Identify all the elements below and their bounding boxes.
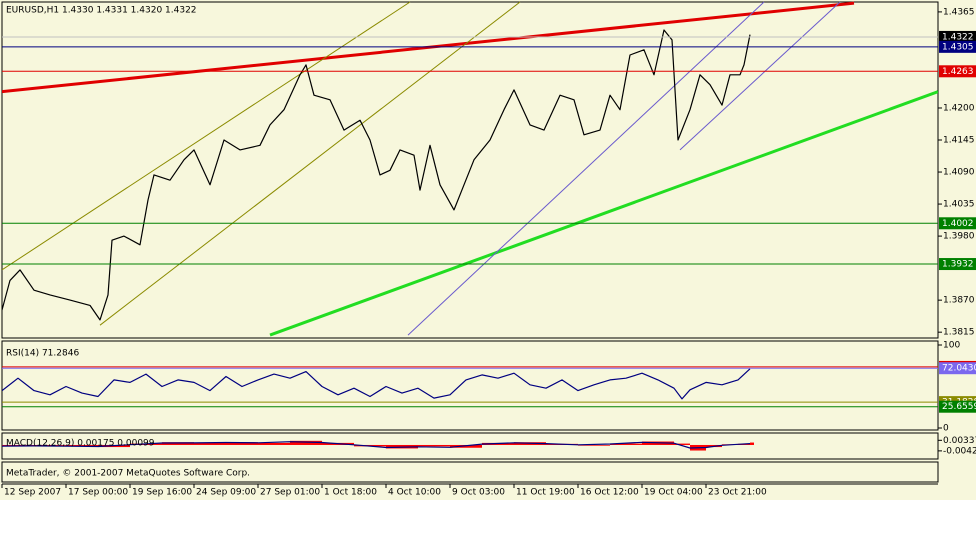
y-tick-label: 1.3815 bbox=[943, 328, 975, 338]
histogram-bar bbox=[418, 444, 450, 447]
price-panel bbox=[1, 1, 939, 339]
histogram-bar bbox=[66, 444, 98, 447]
trend-line bbox=[99, 1, 521, 326]
trend-line bbox=[679, 1, 841, 151]
copyright: MetaTrader, © 2001-2007 MetaQuotes Softw… bbox=[6, 469, 250, 479]
level-label: 1.4002 bbox=[942, 219, 974, 229]
x-tick-label: 4 Oct 10:00 bbox=[388, 488, 441, 498]
histogram-bar bbox=[194, 442, 226, 445]
level-label-box bbox=[939, 400, 976, 413]
x-tick-label: 27 Sep 01:00 bbox=[260, 488, 320, 498]
histogram-bar bbox=[162, 442, 194, 445]
rsi-title: RSI(14) 71.2846 bbox=[6, 349, 79, 359]
series-line bbox=[2, 368, 751, 400]
y-tick-label: 1.4145 bbox=[943, 136, 975, 146]
histogram-bar bbox=[34, 444, 66, 446]
x-tick-label: 9 Oct 03:00 bbox=[452, 488, 505, 498]
y-tick-label: 1.3980 bbox=[943, 232, 975, 242]
level-label-box bbox=[939, 30, 976, 43]
y-tick-label: 0.00337 bbox=[943, 436, 976, 446]
x-tick-label: 24 Sep 09:00 bbox=[196, 488, 256, 498]
level-label: 72.0430 bbox=[942, 364, 976, 374]
price-title: EURUSD,H1 1.4330 1.4331 1.4320 1.4322 bbox=[6, 6, 197, 16]
series-line bbox=[2, 29, 751, 321]
chart-background bbox=[0, 0, 976, 500]
y-tick-label: 1.4365 bbox=[943, 7, 975, 17]
histogram-bar bbox=[258, 442, 290, 445]
y-tick-label: 1.3870 bbox=[943, 296, 975, 306]
rsi-plot bbox=[2, 368, 751, 400]
level-label-box bbox=[939, 40, 976, 53]
histogram-bar bbox=[226, 442, 258, 445]
x-tick-label: 11 Oct 19:00 bbox=[516, 488, 575, 498]
level-label-box bbox=[939, 362, 976, 375]
level-label-box bbox=[939, 258, 976, 271]
rsi-panel bbox=[1, 340, 939, 431]
macd-title: MACD(12,26,9) 0.00175 0.00099 bbox=[6, 439, 155, 449]
y-tick-label: 1.4090 bbox=[943, 168, 975, 178]
x-tick-label: 23 Oct 21:00 bbox=[708, 488, 767, 498]
level-label-box bbox=[939, 217, 976, 230]
level-label-box bbox=[939, 65, 976, 78]
level-label: 1.3932 bbox=[942, 260, 974, 270]
y-tick-label: 0 bbox=[943, 424, 949, 434]
histogram-bar bbox=[290, 440, 322, 445]
trend-line bbox=[407, 1, 765, 336]
x-tick-label: 12 Sep 2007 bbox=[4, 488, 61, 498]
x-tick-label: 19 Sep 16:00 bbox=[132, 488, 192, 498]
y-tick-label: -0.00426 bbox=[943, 446, 976, 456]
y-tick-label: 100 bbox=[943, 341, 960, 351]
macd-plot bbox=[2, 440, 754, 451]
histogram-bar bbox=[674, 443, 690, 445]
y-tick-label: 1.4200 bbox=[943, 103, 975, 113]
x-tick-label: 17 Sep 00:00 bbox=[68, 488, 128, 498]
level-label: 1.4305 bbox=[942, 42, 974, 52]
histogram-bar bbox=[578, 444, 610, 446]
histogram-bar bbox=[610, 443, 642, 445]
y-tick-label: 1.4035 bbox=[943, 200, 975, 210]
x-tick-label: 1 Oct 18:00 bbox=[324, 488, 377, 498]
trend-line bbox=[2, 1, 855, 94]
histogram-bar bbox=[450, 444, 482, 448]
histogram-bar bbox=[750, 442, 754, 445]
level-label: 25.6559 bbox=[942, 402, 976, 412]
x-tick-label: 19 Oct 04:00 bbox=[644, 488, 703, 498]
level-label: 1.4263 bbox=[942, 67, 974, 77]
series-line bbox=[2, 441, 751, 449]
trend-line bbox=[269, 90, 938, 337]
level-label: 1.4322 bbox=[942, 32, 974, 42]
footer-panel bbox=[1, 461, 939, 483]
x-tick-label: 16 Oct 12:00 bbox=[580, 488, 639, 498]
